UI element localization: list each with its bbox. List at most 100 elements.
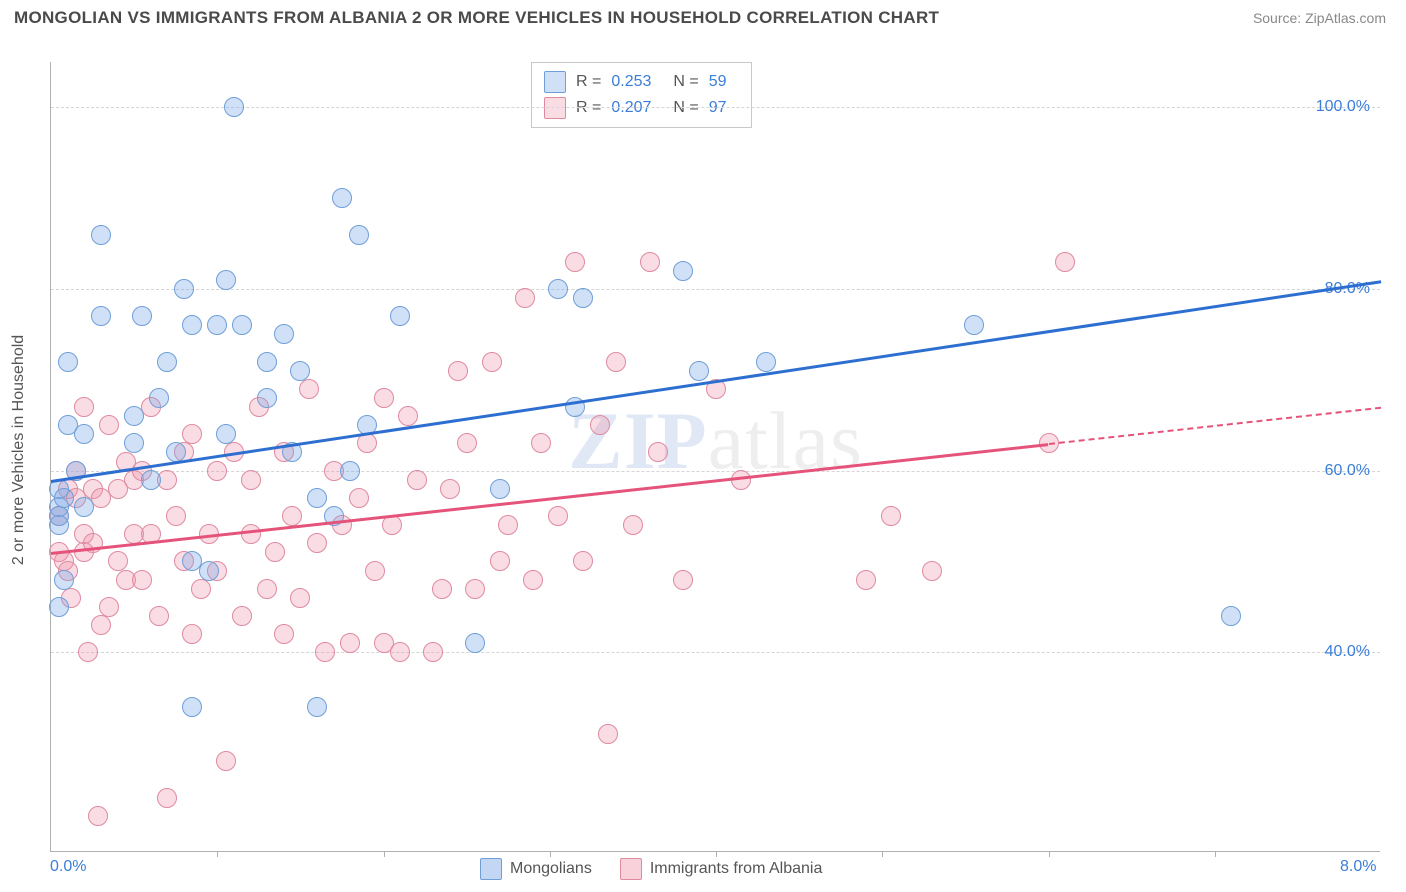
data-point [199, 561, 219, 581]
data-point [689, 361, 709, 381]
data-point [58, 352, 78, 372]
data-point [290, 361, 310, 381]
data-point [881, 506, 901, 526]
x-tick-mark [1215, 851, 1216, 857]
x-tick-mark [384, 851, 385, 857]
series-swatch [544, 71, 566, 93]
data-point [124, 406, 144, 426]
data-point [257, 388, 277, 408]
data-point [432, 579, 452, 599]
data-point [390, 306, 410, 326]
stats-row: R =0.253N =59 [544, 69, 739, 95]
x-tick-mark [1049, 851, 1050, 857]
data-point [490, 479, 510, 499]
data-point [99, 597, 119, 617]
chart-header: MONGOLIAN VS IMMIGRANTS FROM ALBANIA 2 O… [0, 0, 1406, 32]
data-point [423, 642, 443, 662]
data-point [340, 633, 360, 653]
chart-title: MONGOLIAN VS IMMIGRANTS FROM ALBANIA 2 O… [14, 8, 939, 28]
data-point [598, 724, 618, 744]
data-point [241, 470, 261, 490]
correlation-stats-box: R =0.253N =59R =0.207N =97 [531, 62, 752, 128]
data-point [54, 570, 74, 590]
data-point [340, 461, 360, 481]
data-point [349, 488, 369, 508]
data-point [1055, 252, 1075, 272]
r-value: 0.253 [611, 73, 651, 91]
data-point [307, 697, 327, 717]
data-point [157, 352, 177, 372]
data-point [282, 506, 302, 526]
data-point [49, 515, 69, 535]
data-point [440, 479, 460, 499]
data-point [922, 561, 942, 581]
series-legend: Mongolians Immigrants from Albania [480, 858, 822, 880]
data-point [465, 633, 485, 653]
data-point [191, 579, 211, 599]
x-tick-mark [217, 851, 218, 857]
data-point [299, 379, 319, 399]
data-point [465, 579, 485, 599]
data-point [91, 225, 111, 245]
data-point [673, 261, 693, 281]
data-point [531, 433, 551, 453]
data-point [99, 415, 119, 435]
legend-swatch [480, 858, 502, 880]
data-point [523, 570, 543, 590]
data-point [108, 551, 128, 571]
data-point [856, 570, 876, 590]
data-point [88, 806, 108, 826]
data-point [640, 252, 660, 272]
data-point [207, 315, 227, 335]
data-point [78, 642, 98, 662]
legend-item: Immigrants from Albania [620, 858, 823, 880]
x-tick-mark [882, 851, 883, 857]
data-point [349, 225, 369, 245]
data-point [149, 606, 169, 626]
data-point [1221, 606, 1241, 626]
legend-item: Mongolians [480, 858, 592, 880]
gridline [51, 652, 1380, 653]
data-point [490, 551, 510, 571]
data-point [91, 615, 111, 635]
data-point [74, 497, 94, 517]
data-point [307, 533, 327, 553]
data-point [332, 188, 352, 208]
x-tick-label: 8.0% [1340, 858, 1376, 876]
trend-line [51, 280, 1381, 483]
x-tick-mark [550, 851, 551, 857]
legend-label: Mongolians [510, 860, 592, 878]
n-label: N = [673, 73, 698, 91]
data-point [132, 306, 152, 326]
data-point [374, 388, 394, 408]
data-point [207, 461, 227, 481]
data-point [166, 506, 186, 526]
data-point [49, 597, 69, 617]
data-point [216, 270, 236, 290]
r-label: R = [576, 73, 601, 91]
data-point [182, 624, 202, 644]
data-point [515, 288, 535, 308]
data-point [74, 397, 94, 417]
data-point [448, 361, 468, 381]
source-attribution: Source: ZipAtlas.com [1253, 10, 1386, 26]
y-axis-title: 2 or more Vehicles in Household [10, 335, 28, 565]
data-point [91, 306, 111, 326]
data-point [573, 288, 593, 308]
data-point [648, 442, 668, 462]
scatter-chart: ZIPatlas R =0.253N =59R =0.207N =97 40.0… [50, 62, 1380, 852]
data-point [157, 788, 177, 808]
y-tick-label: 40.0% [1325, 643, 1370, 661]
y-tick-label: 60.0% [1325, 462, 1370, 480]
data-point [565, 252, 585, 272]
data-point [407, 470, 427, 490]
data-point [224, 97, 244, 117]
data-point [149, 388, 169, 408]
data-point [606, 352, 626, 372]
data-point [232, 315, 252, 335]
data-point [623, 515, 643, 535]
data-point [390, 642, 410, 662]
legend-swatch [620, 858, 642, 880]
data-point [290, 588, 310, 608]
data-point [307, 488, 327, 508]
